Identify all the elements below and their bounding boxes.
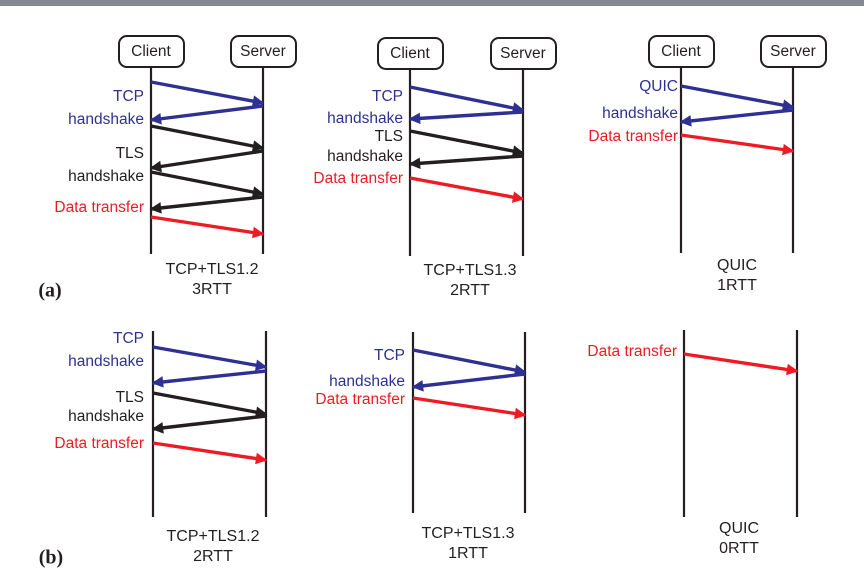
tcp-tls13-1rtt-tcp-label: TCP (374, 347, 405, 364)
tcp-tls12-3rtt-tls-message-arrow (149, 149, 264, 173)
tcp-tls13-2rtt-tls-message-arrow (408, 154, 524, 170)
tcp-tls12-2rtt-data-label: Data transfer (54, 435, 144, 452)
quic-1rtt-client-box: Client (647, 35, 715, 68)
tcp-tls13-1rtt-data-message-arrow (412, 396, 527, 420)
tcp-tls12-2rtt-tcp-message-arrow (151, 369, 267, 388)
tcp-tls13-2rtt-data-message-arrow (409, 176, 525, 203)
tcp-tls12-2rtt-tcp-label: TCP (113, 330, 144, 347)
tcp-tls12-3rtt-tls-message-arrow (150, 124, 265, 152)
tcp-tls13-2rtt-server-box: Server (489, 37, 557, 70)
tcp-tls13-2rtt-tls-message-arrow (409, 129, 525, 157)
quic-0rtt-data-label: Data transfer (587, 343, 677, 360)
tcp-tls13-2rtt-tcp-message-arrow (408, 110, 524, 125)
quic-0rtt-caption-rtt: 0RTT (719, 540, 759, 557)
tcp-tls13-2rtt-tcp-message-arrow (409, 85, 525, 114)
tcp-tls12-3rtt-caption-protocol: TCP+TLS1.2 (165, 261, 259, 278)
tcp-tls12-3rtt-caption: TCP+TLS1.2 3RTT (166, 260, 259, 300)
tcp-tls12-3rtt-data-label: Data transfer (54, 199, 144, 216)
tcp-tls13-1rtt-tcp-message-arrow (412, 348, 527, 376)
tcp-tls12-2rtt-caption-protocol: TCP+TLS1.2 (166, 528, 260, 545)
tcp-tls12-2rtt-caption-rtt: 2RTT (193, 548, 233, 565)
tcp-tls13-2rtt-caption-protocol: TCP+TLS1.3 (423, 262, 517, 279)
top-border-bar (0, 0, 864, 6)
quic-1rtt-tcp-message-arrow (680, 84, 795, 111)
tcp-tls12-3rtt-tcp-label: TCP (113, 88, 144, 105)
quic-1rtt-data-label: Data transfer (588, 128, 678, 145)
tcp-tls12-2rtt-tls-message-arrow (151, 414, 267, 434)
row-label-b: (b) (38, 546, 64, 569)
quic-1rtt-server-box: Server (759, 35, 827, 68)
tcp-tls13-2rtt-client-box: Client (376, 37, 444, 70)
tcp-tls12-2rtt-caption: TCP+TLS1.2 2RTT (167, 527, 260, 567)
quic-0rtt-caption: QUIC 0RTT (719, 519, 759, 559)
tcp-tls13-2rtt-tls-label: handshake (327, 148, 403, 165)
tcp-tls13-1rtt-tcp-label: handshake (329, 373, 405, 390)
tcp-tls12-3rtt-tls-message-arrow (149, 195, 264, 214)
quic-1rtt-caption: QUIC 1RTT (717, 256, 757, 296)
quic-1rtt-data-message-arrow (680, 133, 795, 156)
tcp-tls12-2rtt-data-message-arrow (152, 441, 268, 465)
quic-0rtt-data-message-arrow (683, 352, 799, 376)
tcp-tls13-2rtt-tls-label: TLS (374, 128, 403, 145)
tcp-tls12-3rtt-tls-label: handshake (68, 168, 144, 185)
tcp-tls12-2rtt-tls-label: TLS (115, 389, 144, 406)
tcp-tls12-2rtt-tcp-label: handshake (68, 353, 144, 370)
tcp-tls12-3rtt-data-message-arrow (150, 215, 265, 239)
tcp-tls13-2rtt-tcp-label: handshake (327, 110, 403, 127)
tcp-tls12-2rtt-tls-label: handshake (68, 408, 144, 425)
tcp-tls13-1rtt-caption-rtt: 1RTT (448, 545, 488, 562)
row-label-a: (a) (38, 279, 62, 302)
tcp-tls13-2rtt-caption: TCP+TLS1.3 2RTT (424, 261, 517, 301)
tcp-tls12-3rtt-caption-rtt: 3RTT (192, 281, 232, 298)
quic-0rtt-caption-protocol: QUIC (719, 520, 759, 537)
quic-1rtt-tcp-message-arrow (679, 108, 794, 127)
tcp-tls12-3rtt-server-box: Server (229, 35, 297, 68)
quic-1rtt-caption-rtt: 1RTT (717, 277, 757, 294)
tcp-tls13-1rtt-data-label: Data transfer (315, 391, 405, 408)
tcp-tls13-2rtt-data-label: Data transfer (313, 170, 403, 187)
quic-1rtt-tcp-label: handshake (602, 105, 678, 122)
tcp-tls13-1rtt-caption: TCP+TLS1.3 1RTT (422, 524, 515, 564)
tcp-tls13-1rtt-caption-protocol: TCP+TLS1.3 (421, 525, 515, 542)
tcp-tls12-3rtt-tls-label: TLS (115, 145, 144, 162)
tcp-tls12-3rtt-tcp-message-arrow (150, 80, 265, 107)
tcp-tls12-3rtt-tls-message-arrow (150, 170, 265, 198)
tcp-tls13-1rtt-tcp-message-arrow (411, 372, 526, 392)
quic-1rtt-tcp-label: QUIC (639, 78, 678, 95)
tcp-tls12-2rtt-tls-message-arrow (152, 391, 268, 418)
tcp-tls13-2rtt-tcp-label: TCP (372, 88, 403, 105)
tcp-tls12-3rtt-tcp-label: handshake (68, 111, 144, 128)
quic-1rtt-caption-protocol: QUIC (717, 257, 757, 274)
tcp-tls12-2rtt-tcp-message-arrow (152, 345, 268, 371)
tcp-tls12-3rtt-client-box: Client (117, 35, 185, 68)
tcp-tls13-2rtt-caption-rtt: 2RTT (450, 282, 490, 299)
tcp-tls12-3rtt-tcp-message-arrow (149, 104, 264, 125)
